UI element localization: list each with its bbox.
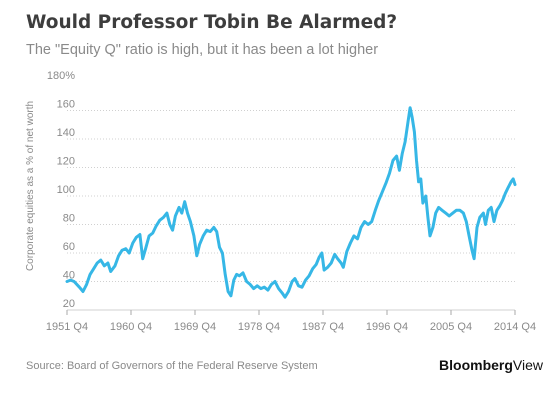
brand-light: View — [512, 357, 543, 373]
x-tick-label: 1969 Q4 — [174, 321, 216, 333]
y-tick-label: 40 — [63, 270, 75, 282]
y-tick-label: 160 — [57, 99, 75, 111]
y-tick-label: 100 — [57, 184, 75, 196]
x-tick-label: 2014 Q4 — [494, 321, 536, 333]
y-axis-label: Corporate equities as a % of net worth — [25, 101, 36, 271]
x-tick-label: 1996 Q4 — [366, 321, 408, 333]
x-tick-label: 2005 Q4 — [430, 321, 472, 333]
y-tick-label: 80 — [63, 213, 75, 225]
x-tick-label: 1987 Q4 — [302, 321, 344, 333]
x-tick-label: 1978 Q4 — [238, 321, 280, 333]
chart-title: Would Professor Tobin Be Alarmed? — [26, 12, 398, 33]
x-tick-label: 1960 Q4 — [110, 321, 152, 333]
x-tick-label: 1951 Q4 — [46, 321, 88, 333]
source-note: Source: Board of Governors of the Federa… — [26, 360, 318, 372]
y-tick-label: 120 — [57, 156, 75, 168]
bloomberg-view-logo: BloombergView — [439, 357, 543, 373]
y-tick-label: 180% — [47, 70, 75, 82]
series-line — [65, 106, 517, 299]
y-tick-label: 60 — [63, 241, 75, 253]
y-tick-label: 20 — [63, 298, 75, 310]
chart-subtitle: The "Equity Q" ratio is high, but it has… — [26, 42, 379, 58]
y-tick-label: 140 — [57, 127, 75, 139]
brand-bold: Bloomberg — [439, 357, 513, 373]
